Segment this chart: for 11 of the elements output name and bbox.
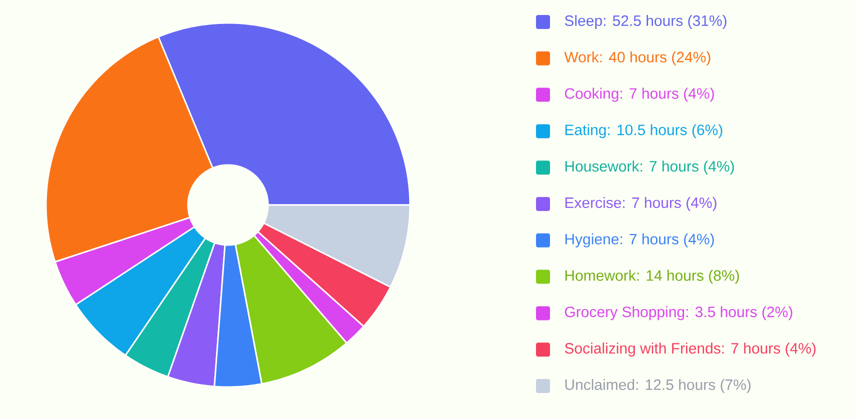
legend-label: Hygiene: 7 hours (4%) (565, 233, 714, 248)
legend-label: Exercise: 7 hours (4%) (565, 197, 716, 211)
legend-label: Homework: 14 hours (8%) (565, 270, 739, 284)
legend-label: Socializing with Friends: 7 hours (4%) (564, 342, 816, 357)
legend-label: Work: 40 hours (24%) (564, 51, 710, 66)
legend-label: Cooking: 7 hours (4%) (564, 88, 714, 102)
legend-label: Eating: 10.5 hours (6%) (565, 124, 722, 138)
legend-label: Sleep: 52.5 hours (31%) (564, 15, 726, 29)
legend-label: Housework: 7 hours (4%) (565, 160, 734, 175)
legend-label: Grocery Shopping: 3.5 hours (2%) (564, 306, 792, 320)
legend-label: Unclaimed: 12.5 hours (7%) (565, 379, 751, 393)
